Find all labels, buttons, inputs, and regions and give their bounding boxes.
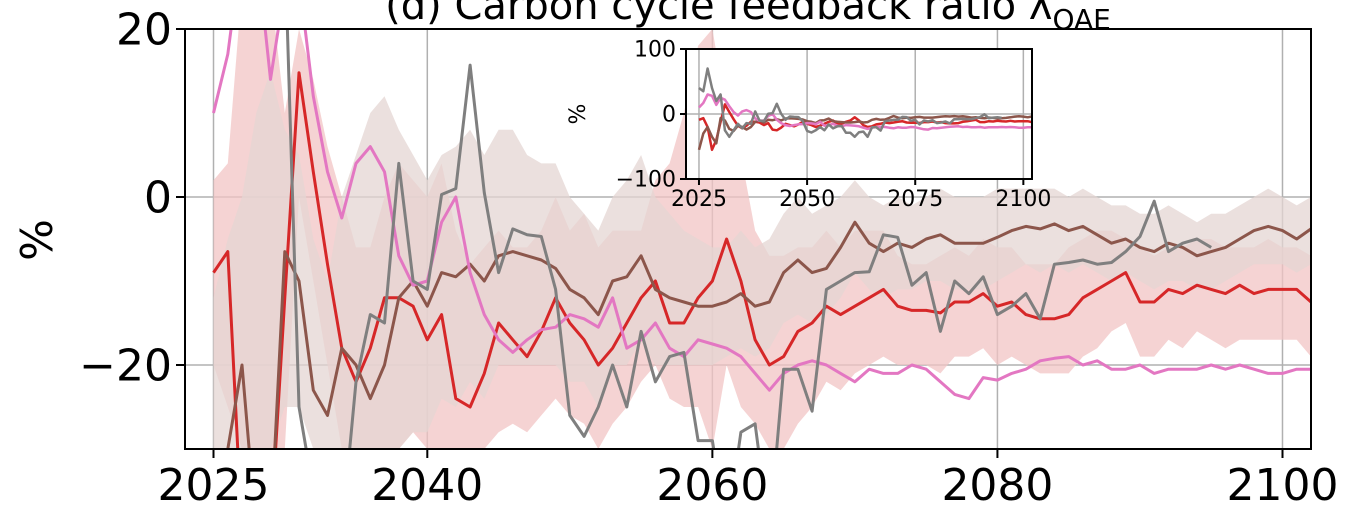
main-plot-panel: 2025 2040 2060 2080 2100 −20 0 20 % (d) Carbon … [12, 0, 1338, 511]
x-tick-label: 2080 [941, 460, 1053, 511]
inset-y-axis-label: % [566, 104, 591, 125]
series-line [226, 220, 1311, 449]
x-tick-label: 2060 [656, 460, 768, 511]
inset-series-lines [697, 67, 1032, 152]
y-tick-label: 100 [634, 38, 676, 63]
x-tick-label: 2075 [887, 187, 943, 212]
x-tick-label: 2025 [158, 460, 270, 511]
series-line [212, 29, 1311, 401]
y-tick-label: 20 [116, 4, 172, 55]
series-line [698, 93, 1032, 131]
main-axes-frame [184, 28, 1312, 450]
series-line [698, 67, 1002, 139]
series-line [285, 29, 1212, 449]
inset-ticks: 2025 2050 2075 2100 −100 0 100 [616, 38, 1052, 212]
chart-title: (d) Carbon cycle feedback ratio λOAE [385, 0, 1111, 36]
main-uncertainty-bands [213, 29, 1311, 449]
x-tick-label: 2050 [779, 187, 835, 212]
series-line [697, 114, 1032, 151]
x-tick-label: 2100 [995, 187, 1051, 212]
main-y-axis-label: % [12, 219, 63, 261]
main-ticks: 2025 2040 2060 2080 2100 −20 0 20 [79, 4, 1338, 510]
x-tick-label: 2100 [1227, 460, 1339, 511]
y-tick-label: −100 [616, 168, 676, 193]
y-tick-label: 0 [662, 103, 676, 128]
x-tick-label: 2025 [671, 187, 727, 212]
chart-title-main: (d) Carbon cycle feedback ratio λ [385, 0, 1052, 29]
main-series-lines [212, 29, 1311, 449]
uncertainty-band [213, 71, 1311, 449]
chart-title-subscript: OAE [1052, 3, 1110, 36]
y-tick-label: −20 [79, 340, 172, 391]
series-line [212, 71, 1311, 449]
y-tick-label: 0 [144, 172, 172, 223]
x-tick-label: 2040 [371, 460, 483, 511]
inset-plot-panel: 2025 2050 2075 2100 −100 0 100 % [566, 38, 1051, 212]
